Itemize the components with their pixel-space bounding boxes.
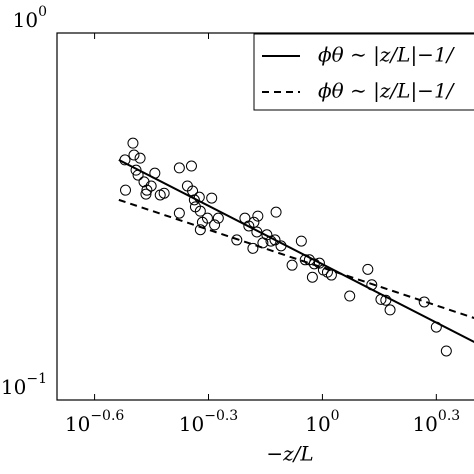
data-point bbox=[243, 220, 255, 232]
tick-exponent: −0.6 bbox=[90, 408, 124, 424]
tick-exponent: 0 bbox=[331, 408, 340, 424]
tick-base: 10 bbox=[412, 412, 437, 436]
legend-label: ϕθ ∼ |z/L|−1/ bbox=[318, 43, 456, 68]
fit-line bbox=[118, 159, 474, 343]
tick-exponent: −1 bbox=[26, 371, 47, 387]
data-point bbox=[145, 180, 157, 192]
data-point bbox=[344, 290, 356, 302]
tick-label: 100 bbox=[305, 408, 339, 436]
tick-label: 10−1 bbox=[1, 371, 47, 399]
tick-exponent: 0.3 bbox=[438, 408, 460, 424]
fit-line bbox=[118, 198, 474, 320]
data-point bbox=[189, 201, 201, 213]
data-point bbox=[231, 234, 243, 246]
data-point bbox=[173, 162, 185, 174]
data-point bbox=[212, 212, 224, 224]
tick-exponent: −0.3 bbox=[204, 408, 238, 424]
data-point bbox=[187, 185, 199, 197]
data-point bbox=[209, 219, 221, 231]
tick-label: 100 bbox=[13, 4, 47, 32]
data-point bbox=[140, 188, 152, 200]
data-point bbox=[440, 345, 452, 357]
data-point bbox=[306, 271, 318, 283]
data-point bbox=[418, 296, 430, 308]
data-point bbox=[120, 184, 132, 196]
data-point bbox=[251, 226, 263, 238]
tick-base: 10 bbox=[13, 8, 38, 32]
data-point bbox=[127, 137, 139, 149]
data-point bbox=[325, 269, 337, 281]
data-point bbox=[313, 257, 325, 269]
tick-exponent: 0 bbox=[38, 4, 47, 20]
data-point bbox=[194, 224, 206, 236]
data-point bbox=[257, 237, 269, 249]
data-point bbox=[308, 258, 320, 270]
x-axis-label: −z/L bbox=[266, 442, 313, 466]
data-point bbox=[362, 263, 374, 275]
data-point bbox=[173, 207, 185, 219]
plot-frame bbox=[56, 32, 474, 401]
tick-label: 100.3 bbox=[412, 408, 460, 436]
data-point bbox=[134, 152, 146, 164]
data-point bbox=[295, 235, 307, 247]
tick-label: 10−0.6 bbox=[65, 408, 125, 436]
data-point bbox=[270, 206, 282, 218]
legend-label: ϕθ ∼ |z/L|−1/ bbox=[318, 79, 456, 104]
data-point bbox=[128, 149, 140, 161]
tick-base: 10 bbox=[179, 412, 204, 436]
data-point bbox=[206, 192, 218, 204]
data-point bbox=[130, 164, 142, 176]
legend-box bbox=[253, 33, 474, 111]
tick-base: 10 bbox=[65, 412, 90, 436]
data-point bbox=[154, 189, 166, 201]
data-point bbox=[286, 259, 298, 271]
data-point bbox=[384, 304, 396, 316]
tick-label: 10−0.3 bbox=[179, 408, 238, 436]
data-point bbox=[185, 160, 197, 172]
data-point bbox=[247, 242, 259, 254]
data-point bbox=[201, 212, 213, 224]
data-point bbox=[269, 234, 281, 246]
tick-base: 10 bbox=[1, 375, 26, 399]
data-point bbox=[252, 210, 264, 222]
data-point bbox=[141, 184, 153, 196]
tick-base: 10 bbox=[305, 412, 330, 436]
